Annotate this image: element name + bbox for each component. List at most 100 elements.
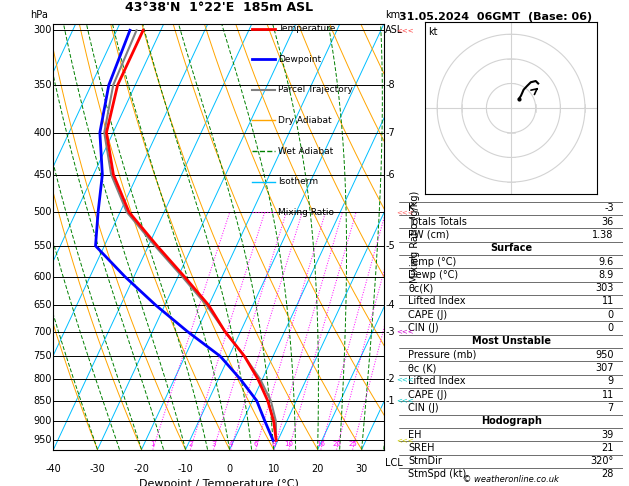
Text: 39: 39	[601, 430, 614, 439]
Text: -4: -4	[386, 300, 395, 311]
Text: kt: kt	[428, 27, 438, 37]
Text: 30: 30	[355, 465, 368, 474]
Text: -7: -7	[386, 128, 395, 138]
Text: Dry Adiabat: Dry Adiabat	[278, 116, 331, 125]
Text: <<<: <<<	[396, 27, 414, 33]
Text: -10: -10	[177, 465, 194, 474]
Text: 31.05.2024  06GMT  (Base: 06): 31.05.2024 06GMT (Base: 06)	[399, 12, 593, 22]
Text: 500: 500	[33, 207, 52, 217]
Text: 950: 950	[33, 435, 52, 445]
Text: 0: 0	[608, 310, 614, 320]
Text: 36: 36	[601, 217, 614, 226]
Text: Mixing Ratio: Mixing Ratio	[278, 208, 334, 217]
Text: Wet Adiabat: Wet Adiabat	[278, 146, 333, 156]
Text: <<<: <<<	[396, 329, 414, 335]
Text: -2: -2	[386, 374, 395, 384]
Text: 550: 550	[33, 241, 52, 251]
Text: 25: 25	[348, 441, 357, 448]
Text: Dewpoint: Dewpoint	[278, 54, 321, 64]
Text: 8: 8	[272, 441, 277, 448]
Text: 650: 650	[33, 300, 52, 311]
Text: 850: 850	[33, 396, 52, 406]
Text: 400: 400	[34, 128, 52, 138]
Text: Temp (°C): Temp (°C)	[408, 257, 457, 267]
Text: StmSpd (kt): StmSpd (kt)	[408, 469, 467, 480]
Text: <<<: <<<	[396, 398, 414, 404]
Text: Mixing Ratio (g/kg): Mixing Ratio (g/kg)	[410, 191, 420, 283]
Text: Lifted Index: Lifted Index	[408, 376, 466, 386]
Text: 16: 16	[316, 441, 325, 448]
Text: Isotherm: Isotherm	[278, 177, 318, 186]
Text: Pressure (mb): Pressure (mb)	[408, 350, 477, 360]
Text: -3: -3	[604, 203, 614, 213]
Text: 11: 11	[601, 296, 614, 307]
Text: -6: -6	[386, 170, 395, 179]
Text: 21: 21	[601, 443, 614, 453]
Text: θᴄ (K): θᴄ (K)	[408, 363, 437, 373]
Text: CIN (J): CIN (J)	[408, 323, 439, 333]
Text: 9: 9	[608, 376, 614, 386]
Text: 0: 0	[226, 465, 233, 474]
Text: <<<: <<<	[396, 376, 414, 382]
Text: -30: -30	[89, 465, 106, 474]
Text: CAPE (J): CAPE (J)	[408, 310, 447, 320]
Text: -5: -5	[386, 241, 395, 251]
Text: -40: -40	[45, 465, 62, 474]
Text: 320°: 320°	[591, 456, 614, 466]
Text: K: K	[408, 203, 415, 213]
Text: km: km	[386, 10, 401, 20]
Text: 4: 4	[228, 441, 233, 448]
Text: 0: 0	[608, 323, 614, 333]
Text: EH: EH	[408, 430, 422, 439]
Text: 800: 800	[34, 374, 52, 384]
Text: 1.38: 1.38	[593, 230, 614, 240]
Text: PW (cm): PW (cm)	[408, 230, 450, 240]
Text: 450: 450	[33, 170, 52, 179]
Text: 9.6: 9.6	[599, 257, 614, 267]
Text: LCL: LCL	[386, 458, 403, 468]
Text: -1: -1	[386, 396, 395, 406]
Text: 20: 20	[311, 465, 324, 474]
Text: Most Unstable: Most Unstable	[472, 336, 550, 347]
Text: <<<: <<<	[396, 437, 414, 443]
Text: 950: 950	[595, 350, 614, 360]
Text: 1: 1	[150, 441, 155, 448]
Text: 7: 7	[608, 403, 614, 413]
Text: 11: 11	[601, 390, 614, 399]
Text: 6: 6	[253, 441, 258, 448]
Text: 10: 10	[284, 441, 293, 448]
Text: 750: 750	[33, 351, 52, 361]
Text: Hodograph: Hodograph	[481, 416, 542, 426]
Text: hPa: hPa	[30, 10, 48, 20]
Text: θᴄ(K): θᴄ(K)	[408, 283, 433, 293]
Text: <<<: <<<	[396, 209, 414, 215]
Text: Dewpoint / Temperature (°C): Dewpoint / Temperature (°C)	[138, 479, 299, 486]
Text: 20: 20	[332, 441, 341, 448]
Text: 350: 350	[33, 80, 52, 90]
Text: StmDir: StmDir	[408, 456, 442, 466]
Text: SREH: SREH	[408, 443, 435, 453]
Text: Parcel Trajectory: Parcel Trajectory	[278, 85, 353, 94]
Text: -20: -20	[133, 465, 150, 474]
Text: 900: 900	[34, 416, 52, 426]
Text: 307: 307	[595, 363, 614, 373]
Text: 43°38'N  1°22'E  185m ASL: 43°38'N 1°22'E 185m ASL	[125, 0, 313, 14]
Text: 600: 600	[34, 272, 52, 282]
Text: ASL: ASL	[386, 25, 404, 35]
Text: 28: 28	[601, 469, 614, 480]
Text: 303: 303	[596, 283, 614, 293]
Text: -8: -8	[386, 80, 395, 90]
Text: 2: 2	[188, 441, 192, 448]
Text: Surface: Surface	[490, 243, 532, 253]
Text: Totals Totals: Totals Totals	[408, 217, 467, 226]
Text: CAPE (J): CAPE (J)	[408, 390, 447, 399]
Text: 10: 10	[267, 465, 280, 474]
Text: 700: 700	[33, 327, 52, 337]
Text: CIN (J): CIN (J)	[408, 403, 439, 413]
Text: 3: 3	[211, 441, 216, 448]
Text: -3: -3	[386, 327, 395, 337]
Text: Temperature: Temperature	[278, 24, 335, 33]
Text: Lifted Index: Lifted Index	[408, 296, 466, 307]
Text: 300: 300	[34, 25, 52, 35]
Text: 8.9: 8.9	[599, 270, 614, 280]
